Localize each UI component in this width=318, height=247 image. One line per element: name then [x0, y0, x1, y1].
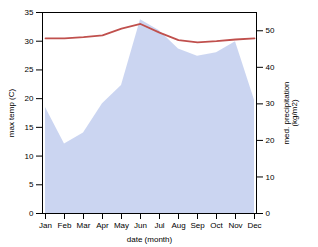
svg-text:Mar: Mar — [77, 221, 91, 230]
svg-text:date (month): date (month) — [127, 235, 173, 244]
svg-text:20: 20 — [25, 94, 34, 103]
svg-text:25: 25 — [25, 65, 34, 74]
svg-text:Jul: Jul — [154, 221, 164, 230]
svg-text:40: 40 — [266, 63, 275, 72]
svg-text:0: 0 — [266, 209, 271, 218]
svg-text:Jun: Jun — [134, 221, 147, 230]
svg-text:Aug: Aug — [171, 221, 185, 230]
svg-text:20: 20 — [266, 136, 275, 145]
svg-text:10: 10 — [266, 173, 275, 182]
svg-text:Apr: Apr — [96, 221, 109, 230]
svg-text:Nov: Nov — [228, 221, 242, 230]
svg-text:10: 10 — [25, 152, 34, 161]
svg-text:5: 5 — [29, 180, 34, 189]
svg-text:Jan: Jan — [39, 221, 52, 230]
svg-text:Feb: Feb — [58, 221, 72, 230]
svg-text:35: 35 — [25, 8, 34, 17]
svg-text:50: 50 — [266, 26, 275, 35]
svg-text:May: May — [114, 221, 129, 230]
svg-text:15: 15 — [25, 123, 34, 132]
svg-text:max temp (C): max temp (C) — [7, 88, 16, 137]
svg-text:30: 30 — [25, 37, 34, 46]
svg-text:30: 30 — [266, 99, 275, 108]
svg-text:0: 0 — [29, 209, 34, 218]
svg-text:med. precipitation(kg/m2): med. precipitation(kg/m2) — [282, 81, 299, 144]
svg-text:Dec: Dec — [247, 221, 261, 230]
svg-text:Oct: Oct — [210, 221, 223, 230]
svg-text:Sep: Sep — [190, 221, 205, 230]
